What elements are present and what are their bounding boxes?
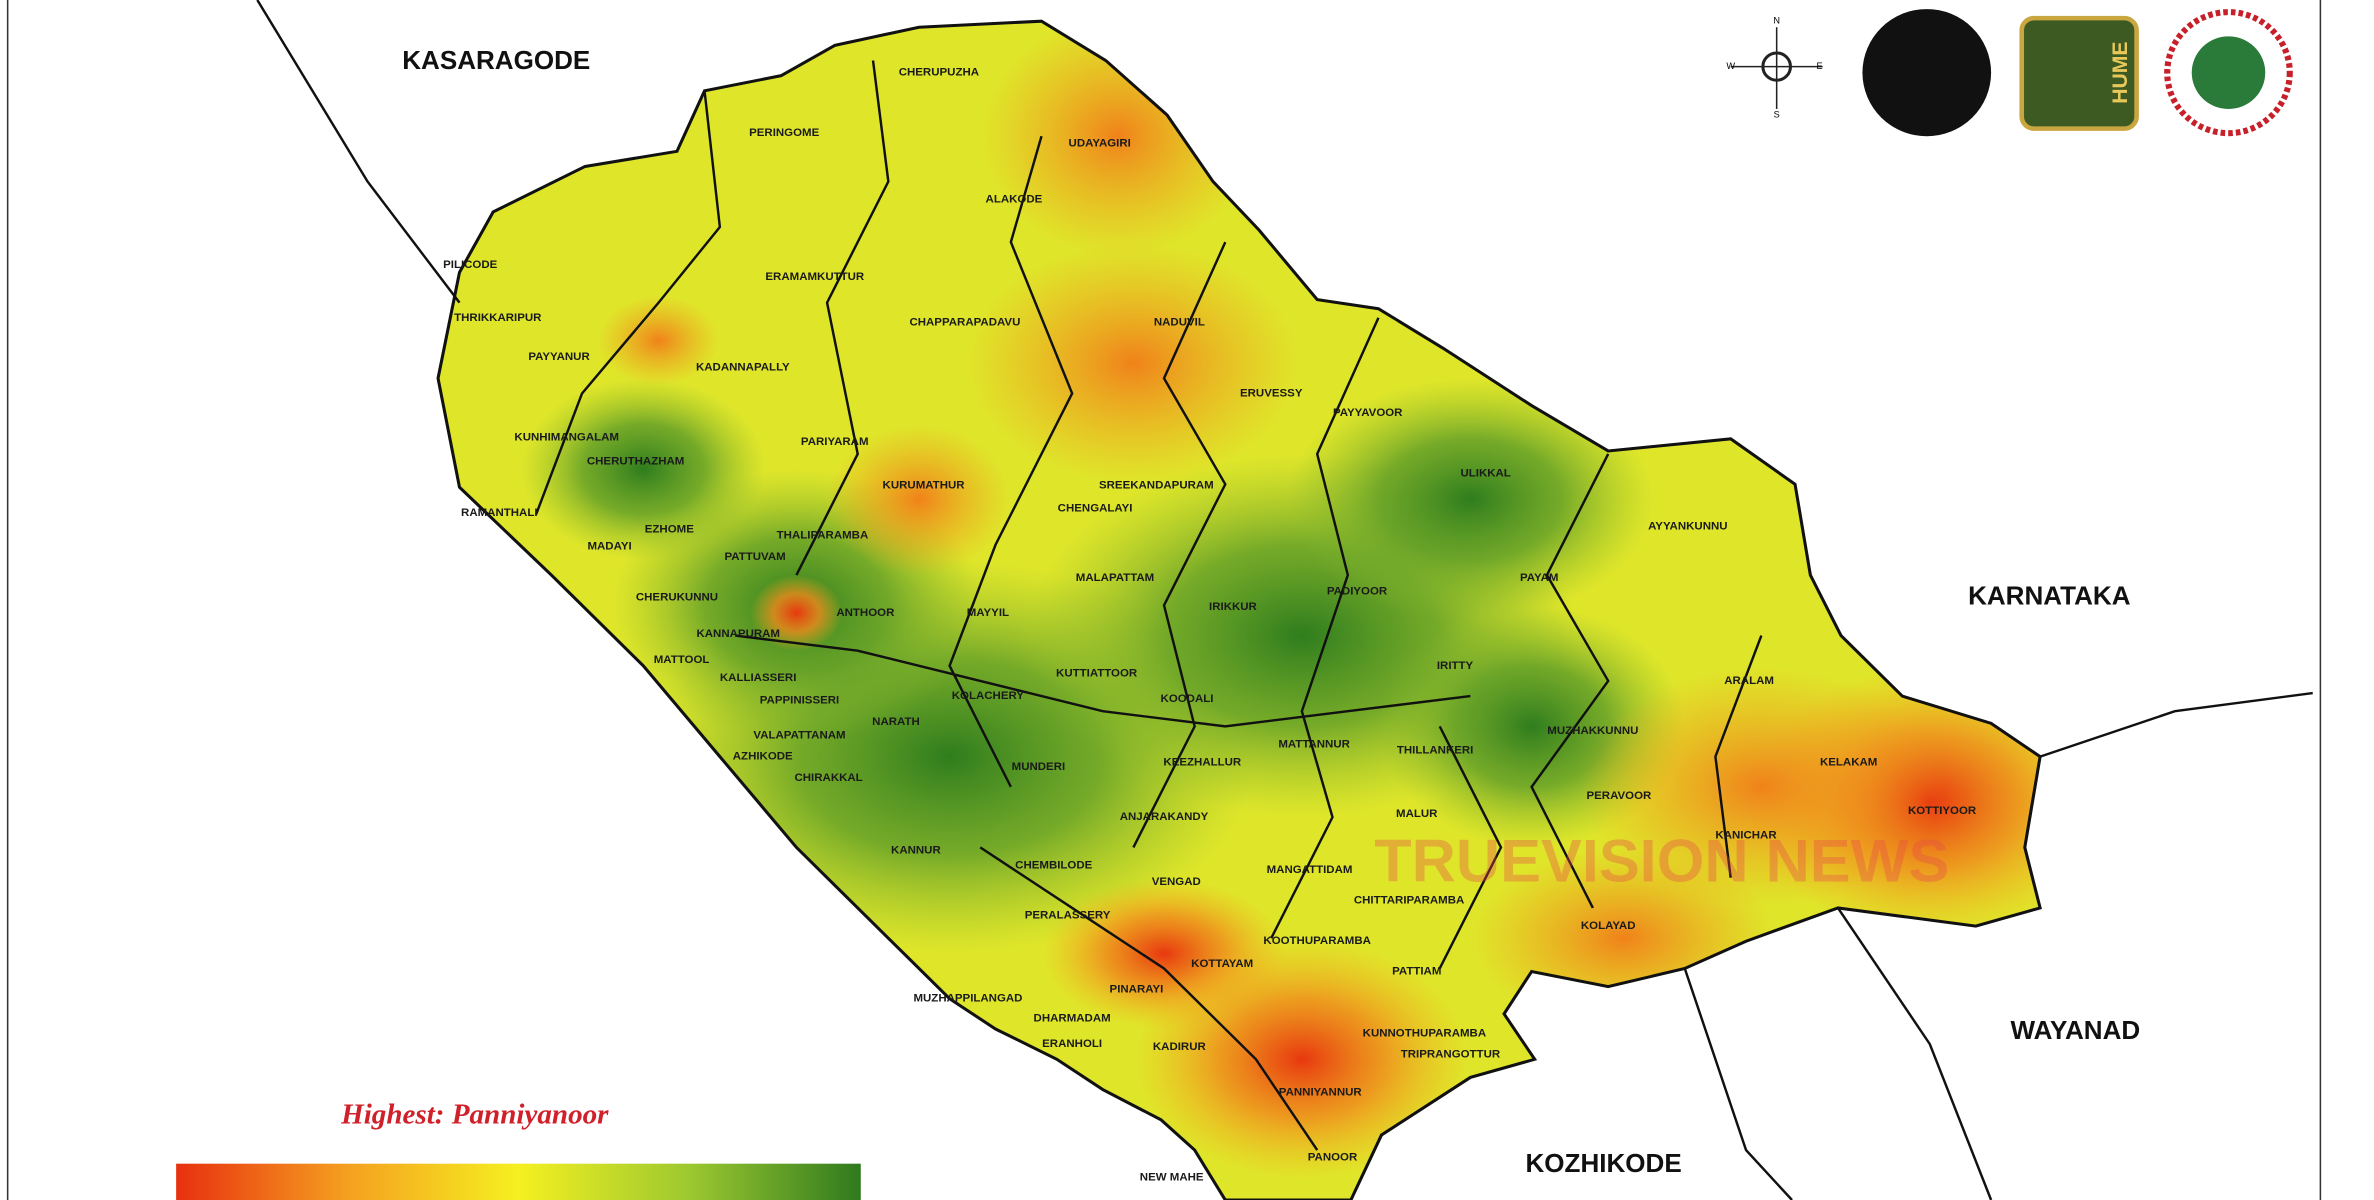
place-label: PAPPINISSERI: [760, 695, 840, 707]
place-label: ERAMAMKUTTUR: [765, 271, 864, 283]
place-label: CHEMBILODE: [1015, 860, 1093, 872]
place-label: ERUVESSY: [1240, 387, 1303, 399]
place-label: KELAKAM: [1820, 757, 1877, 769]
place-label: KUTTIATTOOR: [1056, 667, 1137, 679]
place-label: CHERUTHAZHAM: [587, 456, 685, 468]
place-label: PILICODE: [443, 259, 498, 271]
compass: [1730, 27, 1823, 109]
neighbor-label: WAYANAD: [2010, 1017, 2140, 1045]
logo: [2019, 15, 2139, 131]
place-label: KURUMATHUR: [883, 480, 965, 492]
place-label: MALUR: [1396, 808, 1437, 820]
place-label: MAYYIL: [967, 607, 1009, 619]
boundaries: [256, 0, 2313, 1200]
place-label: THILLANKERI: [1397, 745, 1474, 757]
place-label: KUNNOTHUPARAMBA: [1363, 1028, 1486, 1040]
watermark: TRUEVISION NEWS: [1374, 827, 1949, 895]
logo: [2191, 36, 2266, 109]
place-label: MUNDERI: [1012, 761, 1066, 773]
place-label: IRITTY: [1437, 660, 1474, 672]
neighbor-label: KASARAGODE: [402, 47, 590, 75]
place-label: KOTTIYOOR: [1908, 805, 1976, 817]
place-label: SREEKANDAPURAM: [1099, 480, 1214, 492]
place-label: PAYAM: [1520, 572, 1558, 584]
place-label: KUNHIMANGALAM: [514, 431, 619, 443]
place-label: ANTHOOR: [836, 607, 894, 619]
place-label: ULIKKAL: [1460, 468, 1510, 480]
place-label: PERALASSERY: [1025, 910, 1111, 922]
place-label: KOODALI: [1161, 693, 1214, 705]
neighbor-label: KOZHIKODE: [1526, 1150, 1682, 1178]
place-label: CHIRAKKAL: [794, 772, 862, 784]
place-label: MANGATTIDAM: [1267, 864, 1353, 876]
place-label: KADANNAPALLY: [696, 362, 790, 374]
logo: [1862, 9, 1992, 137]
place-label: KALLIASSERI: [720, 672, 797, 684]
place-label: EZHOME: [645, 524, 694, 536]
place-label: KOTTAYAM: [1191, 958, 1253, 970]
place-label: MATTANNUR: [1278, 739, 1350, 751]
compass-e: E: [1816, 61, 1822, 71]
legend-bar: [176, 1163, 861, 1200]
place-label: PINARAYI: [1110, 984, 1164, 996]
place-label: IRIKKUR: [1209, 601, 1257, 613]
place-label: PATTUVAM: [724, 551, 785, 563]
place-label: MALAPATTAM: [1076, 572, 1154, 584]
place-label: CHITTARIPARAMBA: [1354, 894, 1464, 906]
place-label: CHERUKUNNU: [636, 592, 718, 604]
place-label: NEW MAHE: [1140, 1171, 1204, 1183]
place-label: MADAYI: [587, 540, 631, 552]
legend-title: Highest: Panniyanoor: [340, 1099, 609, 1131]
place-label: DHARMADAM: [1034, 1012, 1111, 1024]
place-label: PAYYAVOOR: [1333, 407, 1403, 419]
place-label: VALAPATTANAM: [753, 729, 845, 741]
place-label: ANJARAKANDY: [1120, 811, 1209, 823]
place-label: KOLACHERY: [952, 690, 1025, 702]
place-label: ALAKODE: [986, 194, 1043, 206]
place-label: KANICHAR: [1715, 829, 1776, 841]
compass-n: N: [1773, 16, 1780, 26]
place-label: MATTOOL: [654, 654, 710, 666]
place-label: CHENGALAYI: [1058, 503, 1133, 515]
place-label: UDAYAGIRI: [1069, 138, 1131, 150]
place-label: NARATH: [872, 716, 920, 728]
place-label: PATTIAM: [1392, 966, 1441, 978]
place-label: KANNUR: [891, 844, 941, 856]
place-label: KADIRUR: [1153, 1041, 1206, 1053]
place-label: CHERUPUZHA: [899, 67, 979, 79]
place-label: KOOTHUPARAMBA: [1263, 935, 1371, 947]
compass-w: W: [1726, 61, 1735, 71]
place-label: KANNAPURAM: [696, 628, 780, 640]
place-label: AYYANKUNNU: [1648, 521, 1728, 533]
place-label: THALIPARAMBA: [777, 530, 869, 542]
place-label: PANNIYANNUR: [1279, 1087, 1362, 1099]
place-label: PADIYOOR: [1327, 586, 1387, 598]
place-label: VENGAD: [1152, 876, 1201, 888]
place-label: CHAPPARAPADAVU: [909, 316, 1020, 328]
logo-text: HUME: [2108, 41, 2132, 103]
place-label: THRIKKARIPUR: [454, 312, 541, 324]
place-label: PANOOR: [1308, 1152, 1358, 1164]
place-label: AZHIKODE: [733, 751, 793, 763]
place-label: MUZHAKKUNNU: [1547, 725, 1638, 737]
place-label: PAYYANUR: [528, 351, 589, 363]
place-label: NADUVIL: [1154, 316, 1205, 328]
place-label: ERANHOLI: [1042, 1038, 1102, 1050]
place-label: PERAVOOR: [1587, 790, 1652, 802]
place-label: KOLAYAD: [1581, 920, 1636, 932]
neighbor-label: KARNATAKA: [1968, 583, 2130, 611]
place-label: RAMANTHALI: [461, 507, 537, 519]
place-label: MUZHAPPILANGAD: [913, 993, 1022, 1005]
place-label: ARALAM: [1724, 675, 1774, 687]
place-label: TRIPRANGOTTUR: [1401, 1049, 1500, 1061]
compass-s: S: [1774, 109, 1780, 119]
place-label: KEEZHALLUR: [1163, 757, 1241, 769]
place-label: PARIYARAM: [801, 436, 869, 448]
place-label: PERINGOME: [749, 127, 820, 139]
